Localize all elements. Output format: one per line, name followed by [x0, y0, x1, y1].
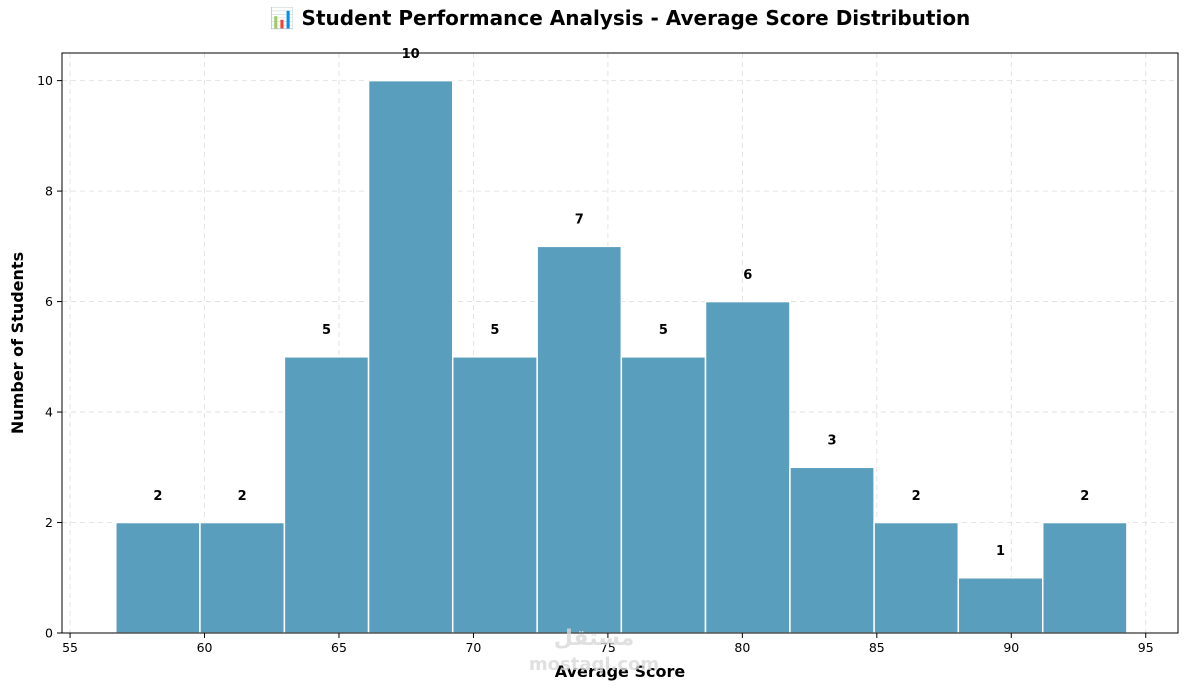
bar-value-label: 5 [659, 323, 668, 338]
histogram-bar [620, 356, 707, 634]
y-tick-label: 2 [45, 515, 53, 530]
y-tick-label: 10 [37, 73, 53, 88]
x-tick-label: 85 [869, 640, 885, 655]
histogram-bar [704, 300, 791, 634]
watermark-arabic: مستقل [554, 626, 634, 651]
bar-value-label: 3 [828, 434, 837, 449]
bar-value-label: 1 [996, 544, 1005, 559]
x-tick-label: 90 [1003, 640, 1019, 655]
bar-value-label: 2 [912, 489, 921, 504]
x-axis-label: Average Score [555, 662, 686, 681]
bar-value-label: 2 [238, 489, 247, 504]
bar-value-label: 5 [322, 323, 331, 338]
histogram-bar [451, 356, 538, 634]
histogram-bar [199, 521, 286, 634]
bar-value-label: 5 [490, 323, 499, 338]
bar-value-label: 6 [743, 268, 752, 283]
x-axis-ticks: 55 60 65 70 75 80 85 90 95 [62, 633, 1154, 655]
y-tick-label: 0 [45, 626, 53, 641]
x-tick-label: 65 [331, 640, 347, 655]
y-tick-label: 4 [45, 405, 53, 420]
data-labels: 2 2 5 10 5 7 5 6 3 2 1 2 [153, 47, 1089, 559]
histogram-bar [367, 79, 454, 634]
x-tick-label: 55 [62, 640, 78, 655]
x-tick-label: 95 [1138, 640, 1154, 655]
histogram-bar [1041, 521, 1128, 634]
bars [115, 79, 1128, 634]
watermark-url: mostaql.com [529, 654, 659, 675]
x-tick-label: 80 [734, 640, 750, 655]
histogram-bar [115, 521, 201, 634]
bar-value-label: 10 [402, 47, 420, 62]
y-tick-label: 6 [45, 294, 53, 309]
histogram-bar [536, 245, 623, 634]
histogram-bar [789, 466, 875, 634]
histogram-bar [283, 356, 370, 634]
x-tick-label: 60 [197, 640, 213, 655]
chart-title: 📊 Student Performance Analysis - Average… [270, 6, 971, 30]
x-tick-label: 75 [600, 640, 616, 655]
x-tick-label: 70 [465, 640, 481, 655]
plot-frame [61, 52, 1179, 634]
bar-value-label: 2 [153, 489, 162, 504]
y-axis-label: Number of Students [8, 252, 27, 434]
bar-value-label: 7 [575, 213, 584, 228]
y-tick-label: 8 [45, 184, 53, 199]
histogram-bar [873, 521, 960, 634]
y-axis-ticks: 0 2 4 6 8 10 [37, 73, 62, 641]
histogram-bar [957, 577, 1044, 634]
bar-value-label: 2 [1080, 489, 1089, 504]
